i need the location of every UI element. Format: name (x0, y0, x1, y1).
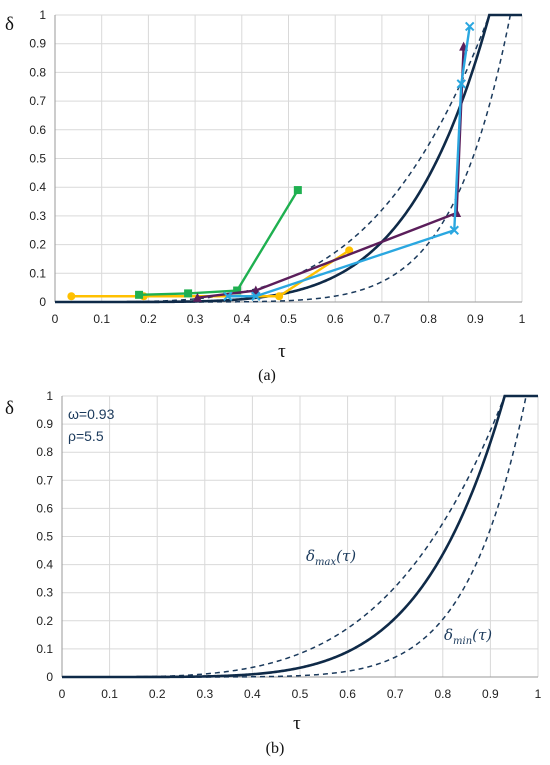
delta-max-curve (62, 395, 538, 678)
panel-b-model-curves (62, 394, 538, 679)
delta-min-symbol: δ (444, 626, 453, 644)
data-point-cross (449, 225, 459, 235)
y-tick-label: 0.1 (36, 642, 53, 656)
y-tick-label: 0.5 (29, 152, 46, 166)
data-point-circle (345, 246, 354, 255)
x-tick-label: 0.3 (187, 312, 204, 326)
y-tick-label: 0.8 (36, 445, 53, 459)
y-tick-label: 0.7 (36, 473, 53, 487)
y-tick-label: 0.6 (29, 123, 46, 137)
panel-a-x-tick-labels: 0 0.1 0.2 0.3 0.4 0.5 0.6 0.7 0.8 0.9 1 (52, 312, 526, 326)
data-point-square (293, 186, 302, 195)
y-tick-label: 0.2 (29, 238, 46, 252)
y-tick-label: 0.9 (29, 37, 46, 51)
panel-b-grid (61, 395, 539, 678)
delta-min-subscript: min (453, 636, 472, 647)
y-tick-label: 0.6 (36, 501, 53, 515)
data-series-cross (223, 21, 475, 301)
panel-a-y-tick-labels: 0 0.1 0.2 0.3 0.4 0.5 0.6 0.7 0.8 0.9 1 (29, 8, 46, 309)
data-point-cross (456, 79, 466, 89)
omega-parameter-label: ω=0.93 (68, 406, 115, 422)
data-point-triangle (192, 292, 202, 302)
y-tick-label: 0.7 (29, 94, 46, 108)
panel-a: 0 0.1 0.2 0.3 0.4 0.5 0.6 0.7 0.8 0.9 1 0 0.1 0.2 0.3… (5, 8, 526, 384)
data-series-square (135, 186, 302, 299)
x-tick-label: 1 (519, 312, 526, 326)
y-tick-label: 0.9 (36, 417, 53, 431)
data-point-triangle (251, 285, 261, 295)
y-tick-label: 0 (39, 295, 46, 309)
panel-a-y-axis-title: δ (5, 14, 14, 35)
x-tick-label: 0.5 (292, 687, 309, 701)
x-tick-label: 0.8 (434, 687, 451, 701)
delta-model-curve (55, 13, 522, 304)
panel-b-caption: (b) (266, 740, 285, 757)
delta-min-argument: (τ) (472, 626, 492, 644)
data-point-triangle (452, 208, 462, 218)
delta-max-argument: (τ) (336, 547, 356, 565)
y-tick-label: 0.2 (36, 614, 53, 628)
delta-max-curve-label: δmax(τ) (306, 547, 356, 568)
data-point-circle (275, 292, 284, 301)
y-tick-label: 1 (39, 8, 46, 22)
delta-model-curve (62, 394, 538, 679)
data-point-square (233, 286, 242, 295)
x-tick-label: 0.9 (467, 312, 484, 326)
panel-b-x-axis-title: τ (293, 713, 301, 734)
data-point-cross (251, 291, 261, 301)
panel-b: 0 0.1 0.2 0.3 0.4 0.5 0.6 0.7 0.8 0.9 1 0 0.1 0.2 0.3… (5, 389, 542, 757)
x-tick-label: 0.6 (339, 687, 356, 701)
x-tick-label: 0.7 (374, 312, 391, 326)
delta-min-curve (62, 395, 538, 678)
delta-min-curve-label: δmin(τ) (444, 626, 492, 647)
panel-b-y-tick-labels: 0 0.1 0.2 0.3 0.4 0.5 0.6 0.7 0.8 0.9 1 (36, 389, 53, 684)
x-tick-label: 0 (52, 312, 59, 326)
y-tick-label: 0.5 (36, 530, 53, 544)
data-series-triangle (192, 41, 469, 302)
y-tick-label: 0.3 (36, 586, 53, 600)
y-tick-label: 1 (46, 389, 53, 403)
data-point-cross (464, 21, 475, 32)
data-point-square (184, 289, 193, 298)
panel-a-data-series (67, 21, 475, 302)
x-tick-label: 0.7 (387, 687, 404, 701)
delta-max-subscript: max (315, 557, 336, 568)
panel-a-x-axis-title: τ (278, 341, 286, 362)
data-point-square (135, 290, 144, 299)
x-tick-label: 0.6 (327, 312, 344, 326)
panel-b-y-axis-title: δ (5, 398, 14, 419)
y-tick-label: 0.1 (29, 266, 46, 280)
x-tick-label: 0.4 (244, 687, 261, 701)
x-tick-label: 0.4 (233, 312, 250, 326)
x-tick-label: 0.2 (149, 687, 166, 701)
x-tick-label: 0.9 (482, 687, 499, 701)
series-line (139, 189, 299, 297)
x-tick-label: 0.3 (196, 687, 213, 701)
y-tick-label: 0.4 (29, 180, 46, 194)
series-line (197, 46, 465, 299)
delta-max-symbol: δ (306, 547, 315, 565)
x-tick-label: 0.5 (280, 312, 297, 326)
delta-min-curve (55, 14, 522, 303)
y-tick-label: 0.8 (29, 65, 46, 79)
panel-a-caption: (a) (258, 367, 276, 384)
x-tick-label: 0.2 (140, 312, 157, 326)
x-tick-label: 0 (59, 687, 66, 701)
panel-b-x-tick-labels: 0 0.1 0.2 0.3 0.4 0.5 0.6 0.7 0.8 0.9 1 (59, 687, 542, 701)
x-tick-label: 1 (535, 687, 542, 701)
x-tick-label: 0.1 (93, 312, 110, 326)
y-tick-label: 0.3 (29, 209, 46, 223)
data-point-cross (223, 291, 233, 301)
y-tick-label: 0.4 (36, 558, 53, 572)
data-point-circle (67, 292, 76, 301)
panel-a-grid (54, 14, 523, 303)
x-tick-label: 0.8 (420, 312, 437, 326)
rho-parameter-label: ρ=5.5 (68, 428, 104, 444)
y-tick-label: 0 (46, 670, 53, 684)
x-tick-label: 0.1 (101, 687, 118, 701)
